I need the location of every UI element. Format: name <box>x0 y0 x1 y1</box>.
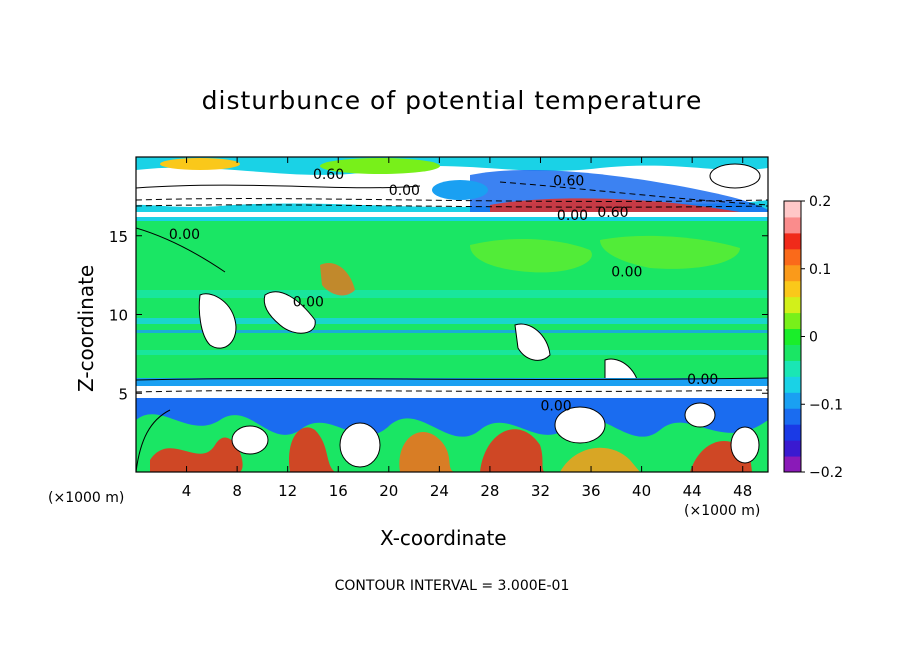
y-axis-ticks: 5 10 15 <box>109 228 768 403</box>
contour-label: 0.60 <box>313 167 344 183</box>
tropopause-white-line <box>136 212 768 217</box>
contour-label: 0.00 <box>389 183 420 199</box>
plume-12km <box>263 291 316 334</box>
contour-label: 0.60 <box>597 205 628 221</box>
mid-patch-1 <box>470 238 592 273</box>
colorbar-tick-label: −0.1 <box>809 397 843 413</box>
contour-label: 0.60 <box>553 173 584 189</box>
x-tick-label: 24 <box>430 482 449 500</box>
x-tick-label: 8 <box>232 482 242 500</box>
colorbar-tick-label: 0 <box>809 330 818 346</box>
contour-label: 0.00 <box>611 265 642 281</box>
colorbar-swatch <box>784 232 801 250</box>
dashed-contour-3 <box>499 181 768 206</box>
plume-8km <box>198 293 237 349</box>
contour-label: 0.00 <box>293 295 324 311</box>
colorbar-swatch <box>784 424 801 441</box>
plume-30km <box>514 323 551 361</box>
upper-yellow-patch <box>160 158 240 170</box>
lower-red-3 <box>399 431 455 472</box>
colorbar-swatch <box>784 328 801 345</box>
plume-16km-red <box>320 262 355 296</box>
x-unit-left: (×1000 m) <box>48 490 125 506</box>
solid-contour-2 <box>136 227 226 273</box>
y-tick-label: 15 <box>109 228 128 246</box>
solid-contour-1 <box>136 184 421 189</box>
x-tick-label: 36 <box>581 482 600 500</box>
contour-label: 0.00 <box>687 372 718 388</box>
mid-patch-2 <box>600 235 740 269</box>
colorbar-swatch <box>784 392 801 409</box>
y-axis-label: Z-coordinate <box>74 264 98 392</box>
x-tick-label: 28 <box>480 482 499 500</box>
contour-label: 0.00 <box>540 399 571 415</box>
dashed-contour-1 <box>136 198 768 202</box>
lower-white-cell-2 <box>339 422 381 468</box>
colorbar-swatch <box>784 376 801 393</box>
x-axis-ticks: 4 8 12 16 20 24 28 32 36 40 44 48 <box>182 157 752 500</box>
colorbar-tick-label: 0.1 <box>809 262 831 278</box>
mid-band-3 <box>136 330 768 333</box>
mid-band-2 <box>136 318 768 324</box>
lower-red-2 <box>289 427 335 472</box>
x-tick-label: 48 <box>733 482 752 500</box>
colorbar-ticks: 0.2 0.1 0 −0.1 −0.2 <box>801 194 843 481</box>
x-tick-label: 44 <box>683 482 702 500</box>
contour-label: 0.00 <box>557 208 588 224</box>
lower-orange-5 <box>560 447 640 472</box>
lower-red-4 <box>480 429 545 472</box>
colorbar-swatch <box>784 201 801 218</box>
upper-right-white-patch <box>709 163 761 189</box>
colorbar-tick-label: −0.2 <box>809 465 843 481</box>
x-tick-label: 20 <box>379 482 398 500</box>
tropopause-cyan-line <box>136 217 768 221</box>
x-tick-label: 16 <box>329 482 348 500</box>
x-axis-label: X-coordinate <box>380 526 507 550</box>
colorbar-swatch <box>784 248 801 266</box>
colorbar-swatch <box>784 456 801 473</box>
colorbar-swatch <box>784 440 801 457</box>
chart-title: disturbunce of potential temperature <box>201 86 703 115</box>
colorbar-swatch <box>784 280 801 298</box>
x-tick-label: 32 <box>531 482 550 500</box>
x-unit-right: (×1000 m) <box>684 503 761 519</box>
colorbar-swatch <box>784 296 801 314</box>
upper-cyan-patch <box>432 180 488 200</box>
dashed-contour-4 <box>136 389 768 393</box>
dashed-contours <box>136 181 768 393</box>
contour-label: 0.00 <box>169 227 200 243</box>
lower-blue-line <box>136 378 768 386</box>
x-tick-label: 40 <box>632 482 651 500</box>
x-tick-label: 4 <box>182 482 192 500</box>
lower-white-cell-5 <box>730 426 760 464</box>
lower-white-cell-1 <box>554 406 606 444</box>
lower-white-cell-3 <box>231 425 269 455</box>
colorbar-swatch <box>784 312 801 330</box>
contour-labels: 0.60 0.00 0.60 0.00 0.60 0.00 0.00 0.00 0.00 0.00 <box>169 167 718 415</box>
contour-interval-label: CONTOUR INTERVAL = 3.000E-01 <box>334 578 570 594</box>
colorbar-swatch <box>784 344 801 361</box>
colorbar <box>783 200 802 473</box>
mid-band-1 <box>136 290 768 298</box>
dashed-contour-2 <box>136 204 768 208</box>
colorbar-swatch <box>784 216 801 234</box>
colorbar-swatch <box>784 264 801 282</box>
colorbar-tick-label: 0.2 <box>809 194 831 210</box>
lower-white-cell-4 <box>684 402 716 428</box>
lower-white-line <box>136 386 768 398</box>
solid-contours <box>136 184 768 472</box>
lower-red-1 <box>150 437 243 472</box>
y-tick-label: 10 <box>109 307 128 325</box>
heatmap-field <box>136 157 768 472</box>
mid-band-4 <box>136 350 768 355</box>
solid-contour-4 <box>136 409 171 472</box>
x-tick-label: 12 <box>278 482 297 500</box>
solid-contour-3 <box>136 377 768 381</box>
colorbar-swatch <box>784 360 801 377</box>
colorbar-swatch <box>784 408 801 425</box>
y-tick-label: 5 <box>118 385 128 403</box>
upper-green-patch <box>320 158 440 174</box>
